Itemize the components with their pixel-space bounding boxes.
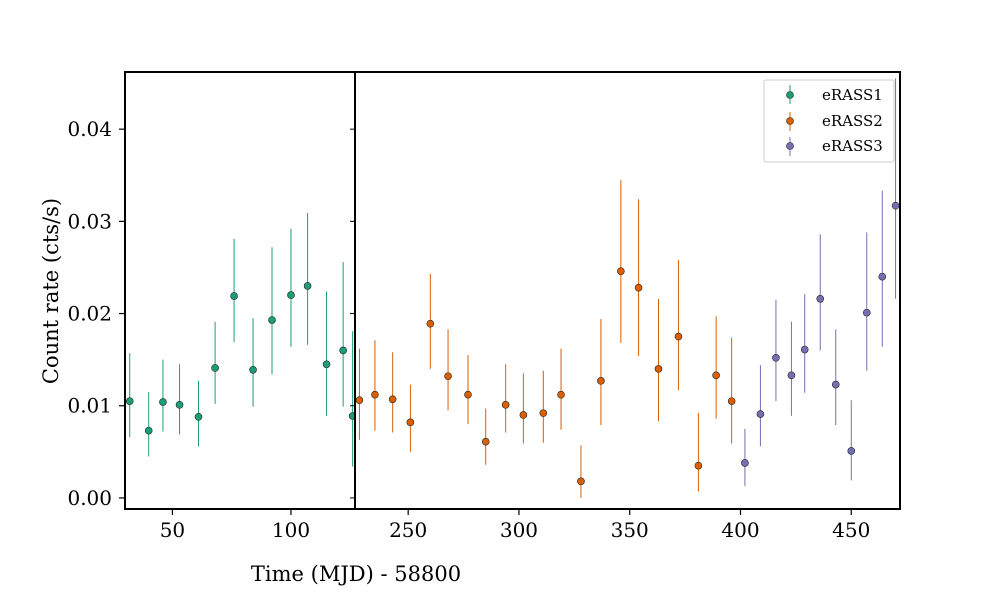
data-point-erass2 [426,319,435,328]
data-point-erass2 [597,377,605,385]
legend-marker-erass1 [786,91,794,99]
data-point-erass3 [756,410,765,418]
legend-marker-erass3 [786,142,794,150]
x-tick-label: 250 [389,518,427,542]
x-tick-label: 400 [721,518,759,542]
data-point-erass1 [339,346,347,355]
data-point-erass3 [862,308,871,317]
data-point-erass2 [481,437,490,446]
y-tick-label: 0.02 [67,302,112,326]
data-point-erass2 [501,401,510,409]
data-point-erass2 [388,395,397,404]
legend-label-erass3: eRASS3 [822,137,883,155]
data-point-erass1 [249,365,257,374]
data-point-erass1 [175,401,184,409]
data-point-erass1 [159,398,167,406]
legend: eRASS1 eRASS2 eRASS3 [763,79,895,163]
series-erass3-panel-right [741,78,900,486]
legend-marker-erass2 [786,117,794,125]
plot-area [125,78,900,498]
data-point-erass1 [125,397,134,405]
data-point-erass1 [230,292,238,300]
data-point-erass2 [519,411,528,419]
data-point-erass2 [355,396,364,405]
data-point-erass3 [831,380,840,389]
data-point-erass2 [539,409,548,417]
data-point-erass3 [787,371,796,380]
data-point-erass2 [674,332,683,341]
data-point-erass1 [194,413,203,421]
data-point-erass1 [268,316,276,324]
data-point-erass3 [741,459,749,467]
x-axis-title: Time (MJD) - 58800 [251,562,461,586]
data-point-erass1 [348,412,355,420]
legend-entry-erass2: eRASS2 [786,112,883,131]
x-tick-label: 350 [611,518,649,542]
legend-frame [763,79,895,163]
data-point-erass2 [617,267,625,275]
data-point-erass2 [371,390,379,399]
data-point-erass2 [444,372,452,381]
x-tick-label: 50 [160,518,185,542]
data-point-erass3 [800,345,809,354]
data-point-erass3 [847,447,856,455]
y-tick-label: 0.04 [67,117,112,141]
legend-label-erass2: eRASS2 [822,112,883,130]
data-point-erass2 [577,477,585,486]
data-point-erass3 [878,272,887,281]
panel-frame-right [354,71,901,510]
y-tick-label: 0.01 [67,394,112,418]
axes: 0.00 0.01 0.02 0.03 0.04 50 100 250 300 350 400 450 [67,71,901,542]
data-point-erass1 [211,364,219,372]
data-point-erass2 [464,390,472,399]
data-point-erass1 [144,426,153,435]
data-point-erass2 [557,390,565,399]
series-erass1-panel-left [125,213,355,467]
data-point-erass1 [303,282,312,290]
legend-label-erass1: eRASS1 [822,86,883,104]
data-point-erass3 [891,201,900,210]
data-point-erass1 [287,291,295,299]
x-tick-label: 300 [500,518,538,542]
data-point-erass2 [634,283,643,292]
y-tick-label: 0.03 [67,209,112,233]
y-tick-label: 0.00 [67,486,112,510]
data-point-erass2 [712,371,720,380]
data-point-erass2 [406,418,415,427]
y-axis-title: Count rate (cts/s) [39,198,63,384]
legend-entry-erass3: eRASS3 [786,137,883,156]
x-tick-label: 450 [832,518,870,542]
data-point-erass2 [654,365,663,373]
data-point-erass1 [322,360,331,369]
data-point-erass3 [816,294,825,303]
legend-entry-erass1: eRASS1 [786,85,883,104]
series-erass2-panel-right [355,179,736,498]
data-point-erass2 [694,461,703,470]
panel-frame-left [124,71,356,510]
data-point-erass3 [772,354,780,362]
x-tick-label: 100 [272,518,310,542]
data-point-erass2 [727,397,736,405]
